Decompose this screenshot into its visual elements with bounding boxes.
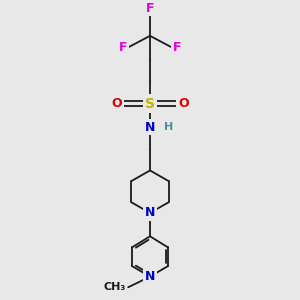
Text: F: F: [146, 2, 154, 15]
Text: S: S: [145, 97, 155, 110]
Text: F: F: [172, 41, 181, 54]
Text: N: N: [145, 121, 155, 134]
Text: F: F: [119, 41, 128, 54]
Text: H: H: [164, 122, 173, 132]
Text: N: N: [145, 206, 155, 219]
Text: O: O: [178, 97, 188, 110]
Text: O: O: [112, 97, 122, 110]
Text: N: N: [145, 270, 155, 283]
Text: CH₃: CH₃: [103, 282, 126, 292]
